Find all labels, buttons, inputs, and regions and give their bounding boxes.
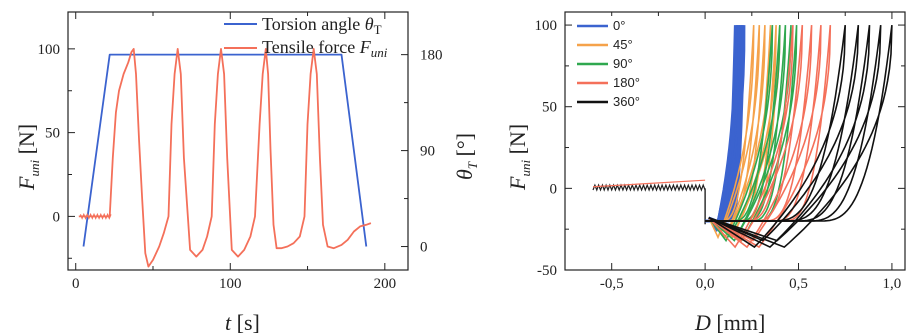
loop-0deg-9 xyxy=(705,25,744,225)
left-y-tick-label: 50 xyxy=(45,126,60,142)
series-line-tensile-force xyxy=(78,48,372,268)
tensile-force-noise xyxy=(79,212,112,220)
left-x-tick-label: 200 xyxy=(374,276,397,292)
loop-180deg-2 xyxy=(705,25,813,249)
legend-label-45: 45° xyxy=(613,37,633,52)
left-plot-frame xyxy=(67,11,409,271)
right-x-tick-label: -0,5 xyxy=(600,276,624,292)
loop-180deg-4 xyxy=(705,25,832,249)
legend-label-360: 360° xyxy=(613,94,640,109)
right-legend-bg xyxy=(572,16,644,104)
loop-360deg-4 xyxy=(705,25,893,249)
loop-180deg-3 xyxy=(705,25,822,242)
right-y-tick-label: 180 xyxy=(420,48,443,64)
left-y-tick-label: 100 xyxy=(38,42,61,58)
legend-label-torsion: Torsion angle θT xyxy=(262,14,382,37)
right-x-tick-label: 1,0 xyxy=(883,276,902,292)
baseline-pre-contact xyxy=(592,183,706,192)
left-x-tick-label: 100 xyxy=(219,276,242,292)
series-line-torsion-angle xyxy=(82,53,368,247)
loop-360deg-3 xyxy=(705,25,882,242)
left-lines xyxy=(78,48,372,268)
right-lines xyxy=(592,25,893,249)
loop-360deg-0 xyxy=(705,25,846,249)
right-plot-frame xyxy=(564,11,906,271)
loop-90deg-0 xyxy=(705,25,774,243)
left-legend: Torsion angle θT Tensile force Funi xyxy=(224,14,388,60)
right-plot-y-axis-label: Funi [N] xyxy=(505,124,533,191)
right-y-axis-label: θT [°] xyxy=(452,133,480,180)
right-legend: 0° 45° 90° 180° 360° xyxy=(572,16,644,109)
left-ticks: 0 100 200 0 50 100 0 90 180 xyxy=(38,12,443,292)
legend-label-0: 0° xyxy=(613,18,625,33)
loop-45deg-0 xyxy=(705,25,755,240)
loop-360deg-2 xyxy=(705,25,871,249)
loop-90deg-2 xyxy=(705,25,787,242)
left-x-tick-label: 0 xyxy=(72,276,80,292)
right-plot-y-tick-label: 100 xyxy=(535,18,558,34)
loop-180deg-0 xyxy=(705,25,794,249)
right-plot-y-tick-label: 0 xyxy=(550,181,558,197)
loop-90deg-3 xyxy=(705,25,792,236)
legend-label-tensile: Tensile force Funi xyxy=(262,37,388,60)
left-chart: 0 100 200 0 50 100 0 90 180 Torsion angle θT Ten… xyxy=(14,11,480,335)
right-ticks: -0,5 0,0 0,5 1,0 -50 0 50 100 xyxy=(535,12,905,292)
legend-label-90: 90° xyxy=(613,56,633,71)
left-y-axis-label: Funi [N] xyxy=(14,124,42,191)
right-plot-y-tick-label: -50 xyxy=(537,263,557,279)
right-x-tick-label: 0,5 xyxy=(789,276,808,292)
right-x-tick-label: 0,0 xyxy=(696,276,715,292)
right-x-axis-label: D [mm] xyxy=(694,310,765,335)
left-x-axis-label: t [s] xyxy=(225,310,260,335)
right-chart: -0,5 0,0 0,5 1,0 -50 0 50 100 D [mm] Funi [N] 0… xyxy=(505,11,906,335)
left-y-tick-label: 0 xyxy=(53,209,61,225)
right-plot-y-tick-label: 50 xyxy=(542,100,557,116)
right-y-tick-label: 90 xyxy=(420,144,435,160)
right-y-tick-label: 0 xyxy=(420,240,428,256)
baseline-pre-contact-red xyxy=(592,179,706,188)
loop-360deg-1 xyxy=(705,25,860,242)
legend-label-180: 180° xyxy=(613,75,640,90)
